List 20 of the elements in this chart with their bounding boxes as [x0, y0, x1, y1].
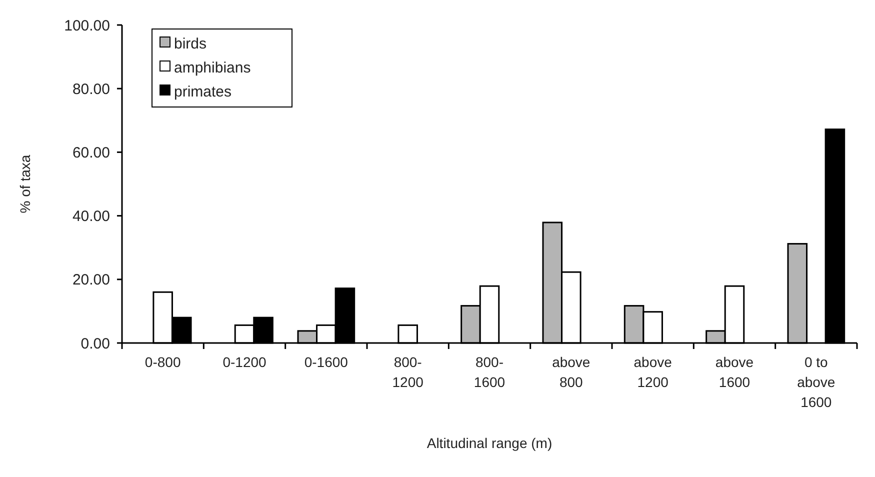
y-tick-label: 0.00 [80, 335, 110, 352]
y-tick-label: 20.00 [72, 272, 110, 289]
x-tick-label: 0 to above 1600 [797, 354, 836, 410]
y-tick-label: 100.00 [64, 17, 110, 34]
x-tick-label: 0-1600 [304, 354, 348, 370]
y-tick-label: 60.00 [72, 144, 110, 162]
legend-label: amphibians [174, 59, 251, 76]
y-axis-title: % of taxa [17, 154, 33, 214]
x-tick-label: above 1200 [634, 354, 672, 390]
x-tick-label: above 1600 [715, 354, 754, 390]
x-axis-title: Altitudinal range (m) [426, 435, 552, 451]
legend-label: birds [174, 35, 207, 52]
x-tick-label: above 800 [552, 354, 590, 390]
y-tick-label: 40.00 [72, 208, 110, 226]
legend-label: primates [174, 83, 232, 100]
x-tick-label: 0-800 [144, 354, 181, 370]
y-tick-label: 80.00 [72, 80, 110, 98]
x-tick-label: 800- 1600 [474, 354, 506, 390]
x-tick-label: 0-1200 [222, 354, 267, 370]
x-tick-label: 800- 1200 [392, 354, 424, 390]
